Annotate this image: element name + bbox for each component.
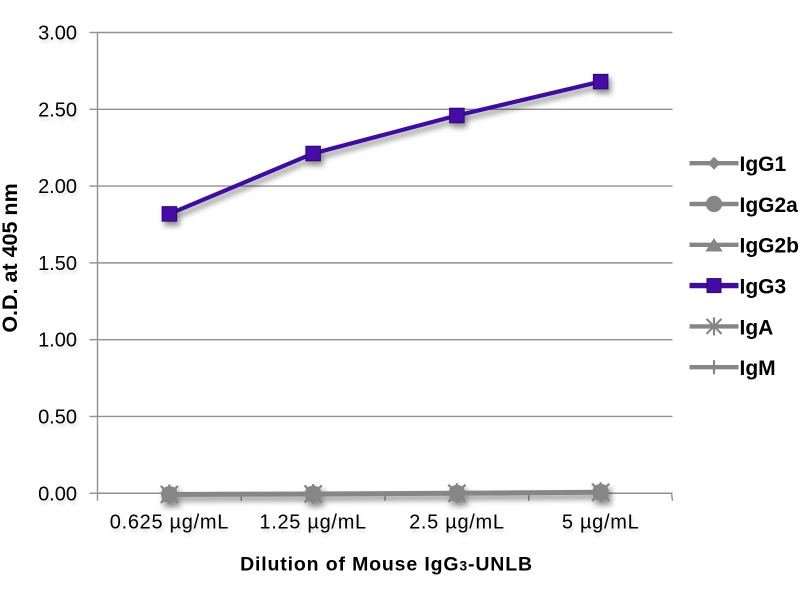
svg-text:1.00: 1.00 [38, 330, 77, 352]
svg-text:IgG3: IgG3 [740, 276, 787, 299]
svg-text:IgG1: IgG1 [740, 153, 787, 176]
svg-text:2.50: 2.50 [38, 99, 77, 121]
svg-text:Dilution of Mouse IgG3-UNLB: Dilution of Mouse IgG3-UNLB [240, 554, 533, 576]
svg-text:0.50: 0.50 [38, 407, 77, 429]
svg-text:IgA: IgA [740, 316, 774, 339]
svg-text:1.50: 1.50 [38, 253, 77, 275]
svg-text:0.625 µg/mL: 0.625 µg/mL [110, 512, 229, 534]
svg-text:5 µg/mL: 5 µg/mL [562, 512, 640, 534]
svg-text:2.00: 2.00 [38, 176, 77, 198]
svg-text:O.D. at 405 nm: O.D. at 405 nm [0, 183, 22, 332]
svg-text:IgG2a: IgG2a [740, 194, 799, 217]
svg-text:IgG2b: IgG2b [740, 235, 800, 258]
svg-text:3.00: 3.00 [38, 23, 77, 45]
svg-text:2.5 µg/mL: 2.5 µg/mL [409, 512, 505, 534]
svg-text:1.25 µg/mL: 1.25 µg/mL [259, 512, 366, 534]
svg-text:0.00: 0.00 [38, 483, 77, 505]
svg-text:IgM: IgM [740, 357, 776, 380]
